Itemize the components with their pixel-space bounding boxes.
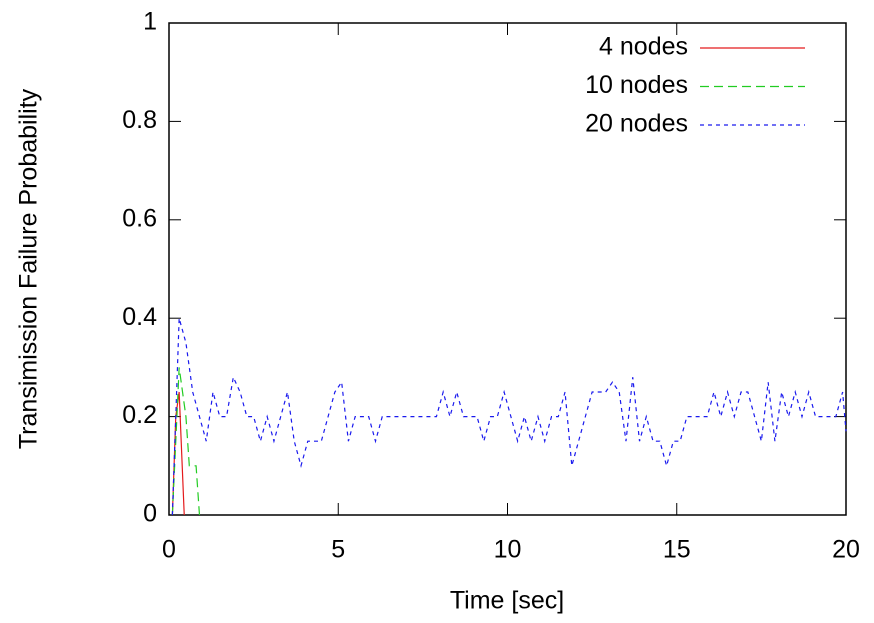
y-tick-label: 0.4 <box>122 303 157 331</box>
x-tick-label: 5 <box>331 536 345 564</box>
legend-label: 20 nodes <box>585 110 688 138</box>
y-tick-label: 0.8 <box>122 106 157 134</box>
y-axis-label: Transimission Failure Probability <box>15 88 43 449</box>
y-tick-label: 1 <box>143 8 157 36</box>
data-line <box>171 391 185 516</box>
legend-label: 10 nodes <box>585 71 688 99</box>
x-tick-label: 0 <box>162 536 176 564</box>
plot-frame <box>168 22 847 516</box>
data-line <box>171 318 847 516</box>
legend-label: 4 nodes <box>599 33 688 61</box>
x-tick-label: 15 <box>663 536 691 564</box>
y-tick-label: 0.2 <box>122 401 157 429</box>
data-line <box>171 367 201 516</box>
y-tick-label: 0.6 <box>122 204 157 232</box>
x-tick-label: 10 <box>494 536 522 564</box>
x-tick-label: 20 <box>832 536 860 564</box>
y-tick-label: 0 <box>143 500 157 528</box>
x-axis-label: Time [sec] <box>450 587 564 615</box>
